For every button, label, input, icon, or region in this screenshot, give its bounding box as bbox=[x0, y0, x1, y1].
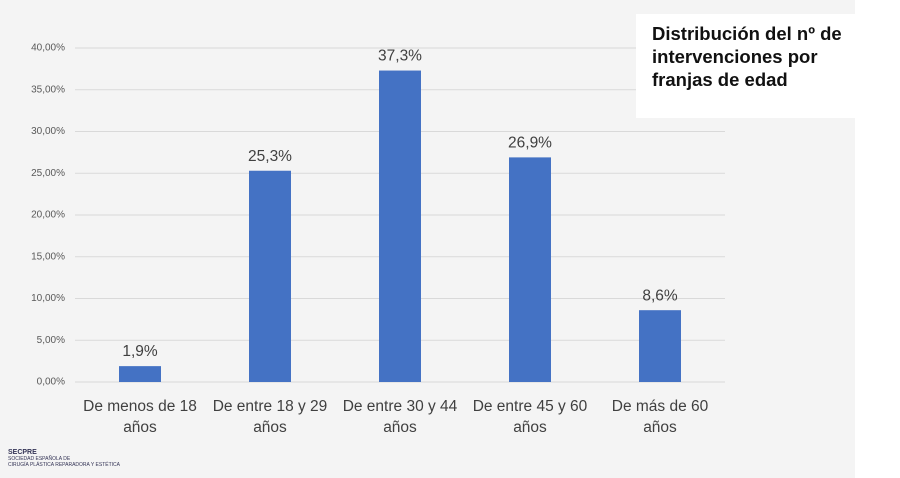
x-tick-label: De entre 18 y 29 años bbox=[212, 398, 328, 436]
data-label: 1,9% bbox=[122, 343, 158, 360]
chart-title: Distribución del nº de intervenciones po… bbox=[636, 14, 855, 118]
y-tick-label: 30,00% bbox=[31, 126, 65, 137]
data-label: 8,6% bbox=[642, 287, 678, 304]
y-tick-label: 25,00% bbox=[31, 168, 65, 179]
bar bbox=[509, 157, 551, 382]
logo: SECPRE SOCIEDAD ESPAÑOLA DE CIRUGÍA PLÁS… bbox=[8, 449, 120, 468]
bar bbox=[379, 70, 421, 383]
y-tick-label: 10,00% bbox=[31, 293, 65, 304]
x-tick-label: De entre 30 y 44 años bbox=[342, 398, 458, 436]
logo-text: CIRUGÍA PLÁSTICA REPARADORA Y ESTÉTICA bbox=[8, 462, 120, 468]
y-tick-label: 15,00% bbox=[31, 251, 65, 262]
bar bbox=[119, 366, 161, 382]
y-tick-label: 35,00% bbox=[31, 84, 65, 95]
x-tick-label: De menos de 18 años bbox=[83, 398, 197, 436]
bar bbox=[639, 310, 681, 382]
y-tick-label: 0,00% bbox=[37, 377, 65, 388]
y-tick-label: 20,00% bbox=[31, 210, 65, 221]
data-label: 26,9% bbox=[508, 134, 552, 151]
logo-text: SOCIEDAD ESPAÑOLA DE bbox=[8, 456, 71, 462]
x-tick-label: De entre 45 y 60 años bbox=[472, 398, 588, 436]
x-tick-label: De más de 60 años bbox=[611, 398, 709, 436]
bar bbox=[249, 170, 291, 382]
data-label: 37,3% bbox=[378, 48, 422, 65]
logo-name: SECPRE bbox=[8, 449, 37, 456]
y-tick-label: 40,00% bbox=[31, 43, 65, 54]
y-tick-label: 5,00% bbox=[37, 335, 65, 346]
data-label: 25,3% bbox=[248, 148, 292, 165]
